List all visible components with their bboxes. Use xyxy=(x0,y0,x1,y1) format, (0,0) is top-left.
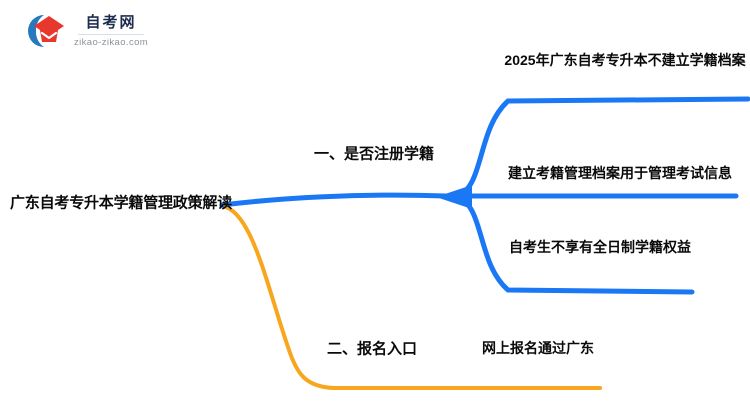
logo-text-block: 自考网 zikao-zikao.com xyxy=(74,14,148,48)
logo-divider xyxy=(78,34,145,35)
branch1-trunk-line xyxy=(219,192,449,208)
branch1-label: 一、是否注册学籍 xyxy=(313,145,435,163)
site-url: zikao-zikao.com xyxy=(74,37,149,48)
child3-underline xyxy=(457,195,695,295)
root-node: 广东自考专升本学籍管理政策解读 xyxy=(9,194,233,212)
branch1-child1: 2025年广东自考专升本不建立学籍档案 xyxy=(504,52,746,68)
branch1-child3: 自考生不享有全日制学籍权益 xyxy=(509,239,691,255)
site-name: 自考网 xyxy=(85,14,137,31)
child1-underline xyxy=(457,96,750,198)
branch2-label: 二、报名入口 xyxy=(326,340,418,358)
branch1-child2: 建立考籍管理档案用于管理考试信息 xyxy=(508,165,732,181)
branch2-line xyxy=(224,205,602,390)
graduation-cap-icon xyxy=(28,12,66,50)
branch2-child1: 网上报名通过广东 xyxy=(482,340,594,356)
site-logo[interactable]: 自考网 zikao-zikao.com xyxy=(28,12,148,50)
